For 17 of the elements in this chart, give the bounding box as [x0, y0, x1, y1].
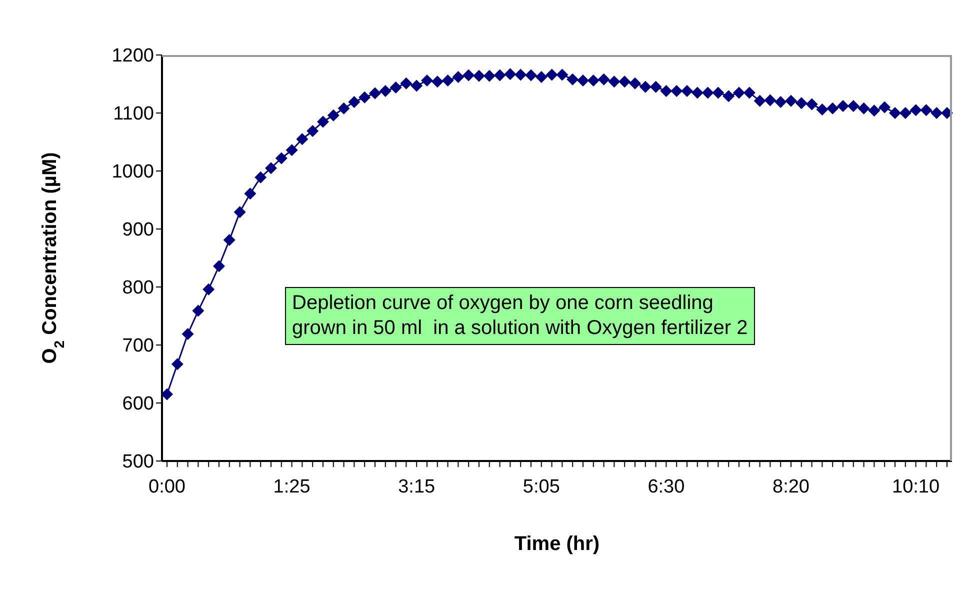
x-tick-label: 3:15: [398, 476, 436, 498]
y-tick-label: 600: [122, 394, 154, 415]
y-tick-label: 1000: [112, 162, 154, 183]
y-tick-label: 1200: [112, 46, 154, 67]
x-axis-title: Time (hr): [514, 533, 600, 556]
y-tick-label: 800: [122, 278, 154, 299]
x-tick-label: 8:20: [772, 476, 810, 498]
x-tick-label: 5:05: [522, 476, 560, 498]
x-tick-label: 0:00: [148, 476, 186, 498]
x-tick-label: 6:30: [648, 476, 685, 498]
y-tick-label: 700: [122, 336, 154, 357]
x-tick-label: 10:10: [892, 476, 940, 498]
annotation: Depletion curve of oxygen by one corn seedling grown in 50 ml in a solution with Oxygen fertilizer 2: [285, 287, 755, 345]
y-tick-label: 900: [122, 220, 154, 241]
y-tick-label: 500: [122, 452, 154, 473]
y-tick-label: 1100: [113, 104, 154, 125]
x-tick-label: 1:25: [273, 476, 310, 498]
